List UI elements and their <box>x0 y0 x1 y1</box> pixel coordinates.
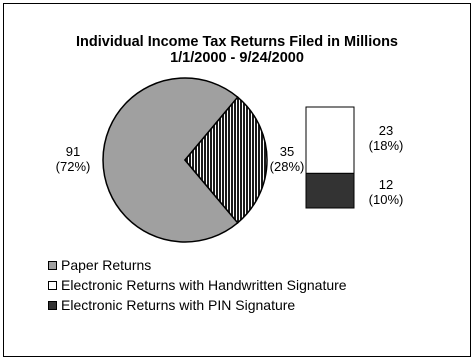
pie-chart <box>102 77 268 243</box>
pie-slice-paper <box>102 77 239 243</box>
chart-title: Individual Income Tax Returns Filed in M… <box>76 34 398 50</box>
chart-subtitle: 1/1/2000 - 9/24/2000 <box>170 50 304 66</box>
pie-slice-electronic <box>184 96 268 224</box>
bar-segment-value-label-handwritten: 23 <box>379 123 393 138</box>
bar-segment-percent-label-pin: (10%) <box>369 192 404 207</box>
legend-item-paper: Paper Returns <box>48 255 347 275</box>
pie-slice-percent-label-paper: (72%) <box>56 159 91 174</box>
bar-segment-value-label-pin: 12 <box>379 177 393 192</box>
legend-label-paper: Paper Returns <box>61 257 152 273</box>
bar-segment-handwritten <box>305 106 355 174</box>
chart-legend: Paper Returns Electronic Returns with Ha… <box>48 255 347 315</box>
pie-slice-value-label-electronic: 35 <box>280 144 294 159</box>
legend-swatch-handwritten <box>48 280 57 290</box>
legend-item-handwritten: Electronic Returns with Handwritten Sign… <box>48 275 347 295</box>
pie-slice-percent-label-electronic: (28%) <box>270 159 305 174</box>
bar-segment-pin <box>305 172 355 209</box>
legend-swatch-paper <box>48 260 57 270</box>
legend-swatch-pin <box>48 300 57 310</box>
bar-segment-percent-label-handwritten: (18%) <box>369 138 404 153</box>
legend-label-pin: Electronic Returns with PIN Signature <box>61 297 296 313</box>
chart-title-block: Individual Income Tax Returns Filed in M… <box>0 34 474 66</box>
legend-item-pin: Electronic Returns with PIN Signature <box>48 295 347 315</box>
breakdown-bar <box>305 106 355 209</box>
legend-label-handwritten: Electronic Returns with Handwritten Sign… <box>61 277 347 293</box>
pie-slice-value-label-paper: 91 <box>66 144 80 159</box>
